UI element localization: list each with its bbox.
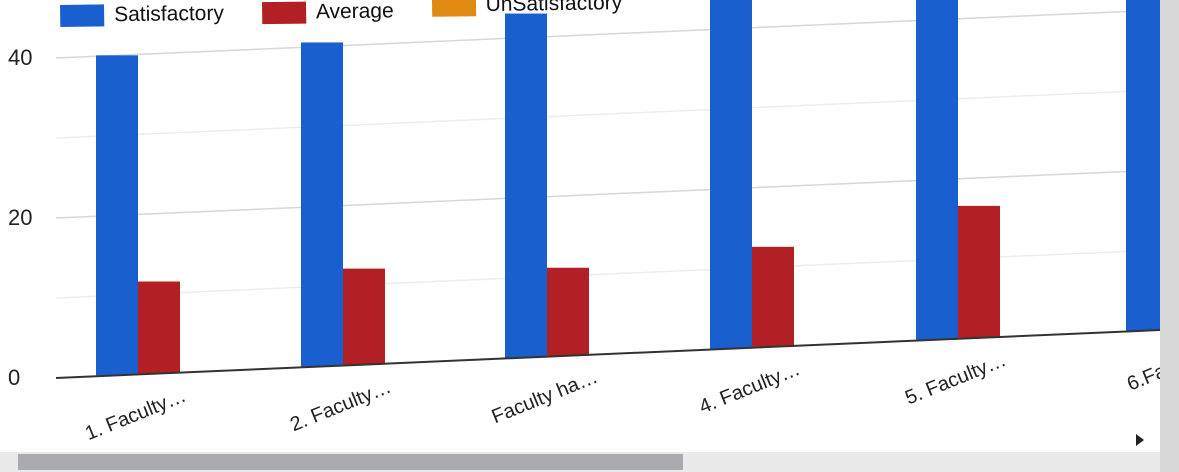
bar-average-3: [547, 267, 589, 356]
gridline: [55, 169, 1161, 219]
bar-satisfactory-4: [710, 0, 752, 349]
bar-average-4: [752, 246, 794, 347]
legend-label-unsatisfactory: UnSatisfactory: [485, 0, 623, 17]
y-tick-label: 20: [8, 205, 32, 230]
gridline: [55, 89, 1161, 139]
bar-satisfactory-3: [505, 13, 547, 358]
bar-satisfactory-2: [301, 42, 343, 367]
legend-label-satisfactory: Satisfactory: [113, 1, 225, 27]
bar-satisfactory-1: [96, 55, 138, 376]
legend-item-unsatisfactory: UnSatisfactory: [431, 0, 622, 18]
legend-item-average: Average: [261, 0, 394, 25]
bar-average-2: [343, 268, 385, 365]
bar-average-1: [138, 281, 180, 374]
legend-swatch-average: [261, 1, 307, 25]
x-tick-label: 2. Faculty…: [287, 376, 394, 436]
gridline: [55, 9, 1161, 59]
x-tick-label: 1. Faculty…: [82, 385, 189, 445]
legend-item-satisfactory: Satisfactory: [60, 2, 224, 28]
bar-average-5: [958, 205, 1000, 338]
x-tick-label: 4. Faculty…: [696, 358, 803, 418]
scrollbar-thumb[interactable]: [18, 454, 683, 470]
bar-satisfactory-5: [916, 0, 958, 340]
x-tick-label: 5. Faculty…: [902, 349, 1009, 409]
scroll-right-arrow-icon[interactable]: [1136, 434, 1144, 446]
x-axis-line: [55, 329, 1161, 379]
legend-label-average: Average: [315, 0, 394, 24]
right-edge-border: [1160, 0, 1179, 472]
y-tick-label: 0: [8, 365, 20, 390]
bar-satisfactory-6: [1126, 0, 1160, 331]
legend-swatch-satisfactory: [60, 4, 105, 27]
horizontal-scrollbar[interactable]: [0, 452, 1160, 472]
y-tick-label: 40: [8, 45, 32, 70]
legend-swatch-unsatisfactory: [431, 0, 476, 17]
x-tick-label: Faculty ha…: [489, 366, 601, 428]
